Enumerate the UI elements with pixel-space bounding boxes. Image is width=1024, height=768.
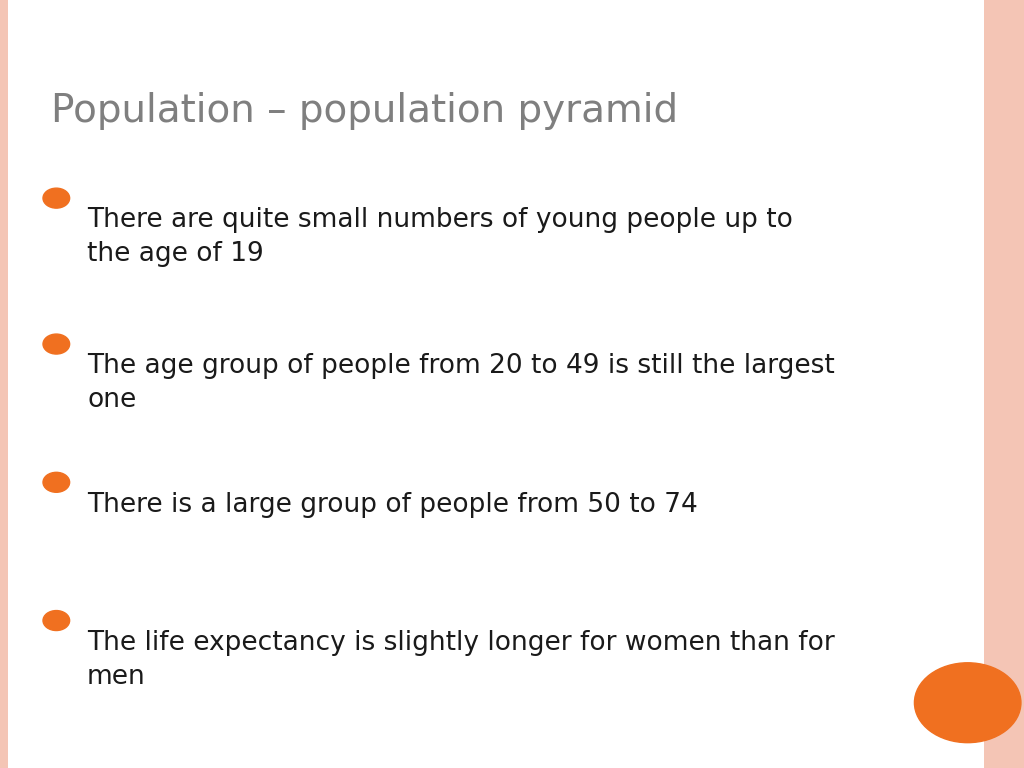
Circle shape bbox=[43, 188, 70, 208]
Circle shape bbox=[43, 334, 70, 354]
Circle shape bbox=[43, 611, 70, 631]
Text: The age group of people from 20 to 49 is still the largest
one: The age group of people from 20 to 49 is… bbox=[87, 353, 835, 413]
FancyBboxPatch shape bbox=[0, 0, 8, 768]
Text: There is a large group of people from 50 to 74: There is a large group of people from 50… bbox=[87, 492, 697, 518]
Text: The life expectancy is slightly longer for women than for
men: The life expectancy is slightly longer f… bbox=[87, 630, 835, 690]
Text: There are quite small numbers of young people up to
the age of 19: There are quite small numbers of young p… bbox=[87, 207, 793, 267]
FancyBboxPatch shape bbox=[984, 0, 1024, 768]
Circle shape bbox=[914, 663, 1021, 743]
Text: Population – population pyramid: Population – population pyramid bbox=[51, 92, 678, 130]
Circle shape bbox=[43, 472, 70, 492]
